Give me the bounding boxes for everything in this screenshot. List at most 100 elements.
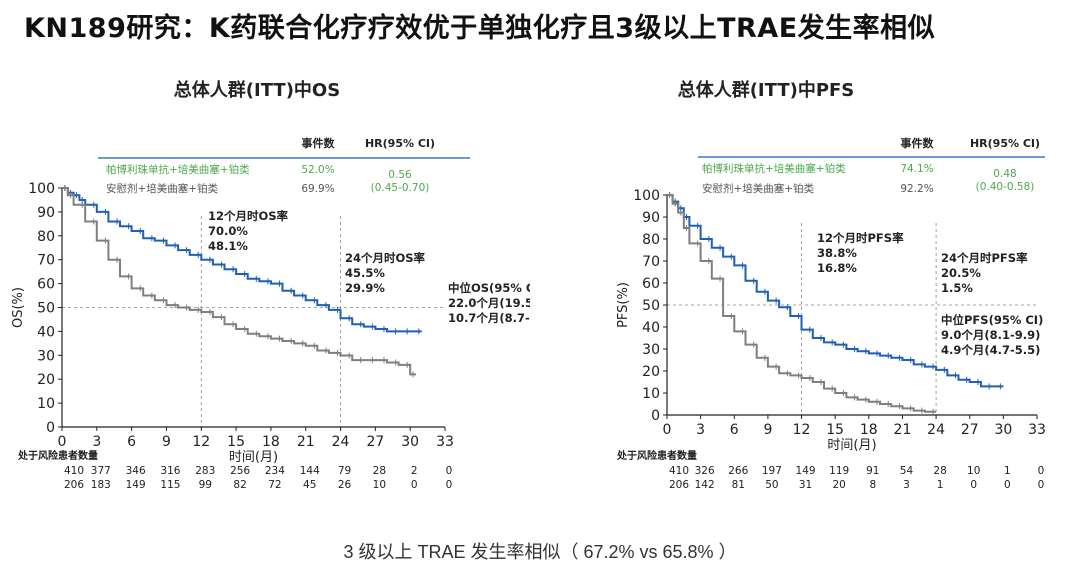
os-x-tick-label: 33: [436, 434, 454, 450]
os-risk-cell: 256: [230, 465, 250, 477]
pfs-y-tick-label: 60: [642, 276, 660, 292]
pfs-legend-series-1-name: 安慰剂+培美曲塞+铂类: [702, 182, 815, 195]
pfs-risk-cell: 10: [967, 465, 980, 477]
pfs-risk-cell: 8: [869, 479, 876, 491]
os-x-tick-label: 24: [332, 434, 350, 450]
os-risk-cell: 45: [303, 479, 316, 491]
os-y-tick-label: 10: [37, 396, 55, 412]
pfs-y-tick-label: 50: [642, 298, 660, 314]
pfs-y-tick-label: 10: [642, 386, 660, 402]
os-km-chart: 事件数 HR(95% CI) 帕博利珠单抗+培美曲塞+铂类 52.0% 安慰剂+培美曲塞…: [11, 136, 530, 491]
pfs-risk-cell: 31: [799, 479, 812, 491]
pfs-risk-cell: 0: [1038, 465, 1045, 477]
pfs-hr-ci: (0.40-0.58): [976, 181, 1035, 193]
pfs-x-tick-label: 15: [826, 422, 844, 438]
pfs-x-tick-label: 27: [961, 422, 979, 438]
os-y-axis-label: OS(%): [11, 287, 26, 328]
pfs-annotation-2-line-0: 中位PFS(95% CI): [941, 313, 1043, 327]
os-x-tick-label: 27: [366, 434, 384, 450]
os-y-tick-label: 0: [46, 420, 55, 436]
footer-note: 3 级以上 TRAE 发生率相似（ 67.2% vs 65.8% ）: [343, 542, 737, 562]
os-risk-cell: 0: [411, 479, 418, 491]
pfs-y-tick-label: 20: [642, 364, 660, 380]
pfs-x-tick-label: 21: [894, 422, 912, 438]
pfs-x-tick-label: 12: [793, 422, 811, 438]
os-annotation-2-line-0: 中位OS(95% CI): [448, 281, 530, 295]
os-risk-cell: 183: [91, 479, 111, 491]
pfs-hr-value: 0.48: [993, 168, 1016, 180]
pfs-x-tick-label: 33: [1028, 422, 1046, 438]
os-risk-cell: 115: [160, 479, 180, 491]
os-legend-hr-header: HR(95% CI): [365, 137, 435, 150]
pfs-risk-cell: 3: [903, 479, 910, 491]
os-risk-cell: 28: [373, 465, 386, 477]
pfs-y-tick-label: 30: [642, 342, 660, 358]
os-x-tick-label: 15: [227, 434, 245, 450]
os-x-tick-label: 9: [162, 434, 171, 450]
pfs-risk-cell: 142: [695, 479, 715, 491]
pfs-risk-cell: 0: [1004, 479, 1011, 491]
os-risk-cell: 149: [126, 479, 146, 491]
os-x-tick-label: 12: [192, 434, 210, 450]
os-risk-cell: 82: [233, 479, 246, 491]
pfs-annotation-0-line-1: 38.8%: [817, 246, 857, 260]
os-risk-cell: 410: [64, 465, 84, 477]
os-y-tick-label: 70: [37, 253, 55, 269]
pfs-x-tick-label: 30: [994, 422, 1012, 438]
os-x-axis-label: 时间(月): [229, 450, 278, 465]
os-risk-cell: 377: [91, 465, 111, 477]
pfs-risk-cell: 326: [695, 465, 715, 477]
pfs-annotation-0-line-0: 12个月时PFS率: [817, 231, 904, 245]
page-title: KN189研究：K药联合化疗疗效优于单独化疗且3级以上TRAE发生率相似: [24, 13, 936, 44]
pfs-annotation-1-line-1: 20.5%: [941, 266, 981, 280]
os-y-tick-label: 30: [37, 348, 55, 364]
os-annotation-0-line-0: 12个月时OS率: [208, 209, 289, 223]
pfs-risk-cell: 20: [832, 479, 845, 491]
os-risk-cell: 234: [265, 465, 285, 477]
pfs-annotation-2-line-2: 4.9个月(4.7-5.5): [941, 343, 1040, 357]
os-x-tick-label: 0: [58, 434, 67, 450]
pfs-x-axis-label: 时间(月): [827, 438, 876, 453]
os-risk-cell: 26: [338, 479, 352, 491]
os-chart-title: 总体人群(ITT)中OS: [173, 80, 341, 101]
pfs-km-chart: 事件数 HR(95% CI) 帕博利珠单抗+培美曲塞+铂类 74.1% 安慰剂+培美曲塞…: [616, 136, 1046, 491]
pfs-risk-cell: 50: [765, 479, 778, 491]
pfs-x-tick-label: 0: [663, 422, 672, 438]
pfs-x-tick-label: 6: [730, 422, 739, 438]
os-risk-cell: 10: [373, 479, 386, 491]
os-legend-series-1-events: 69.9%: [301, 183, 334, 195]
os-annotation-0-line-2: 48.1%: [208, 239, 248, 253]
pfs-risk-cell: 1: [1004, 465, 1011, 477]
os-y-tick-label: 90: [37, 205, 55, 221]
pfs-legend-series-0-name: 帕博利珠单抗+培美曲塞+铂类: [702, 162, 846, 175]
os-risk-cell: 346: [126, 465, 146, 477]
pfs-risk-cell: 206: [669, 479, 689, 491]
pfs-legend-series-1-events: 92.2%: [900, 183, 933, 195]
pfs-risk-cell: 197: [762, 465, 782, 477]
os-x-tick-label: 6: [127, 434, 136, 450]
pfs-annotation-1-line-0: 24个月时PFS率: [941, 251, 1028, 265]
os-series-0-line: [62, 187, 422, 333]
os-legend-series-0-name: 帕博利珠单抗+培美曲塞+铂类: [106, 163, 250, 176]
os-annotation-2-line-2: 10.7个月(8.7-13.6): [448, 311, 530, 325]
os-risk-table-label: 处于风险患者数量: [17, 449, 98, 462]
pfs-y-tick-label: 100: [633, 188, 660, 204]
pfs-risk-cell: 119: [829, 465, 849, 477]
pfs-y-axis-label: PFS(%): [616, 282, 631, 328]
os-y-tick-label: 40: [37, 324, 55, 340]
pfs-annotation-1-line-2: 1.5%: [941, 281, 973, 295]
os-risk-cell: 2: [411, 465, 418, 477]
pfs-legend-events-header: 事件数: [901, 136, 935, 150]
pfs-risk-cell: 28: [933, 465, 946, 477]
pfs-x-tick-label: 24: [927, 422, 945, 438]
os-risk-cell: 79: [338, 465, 351, 477]
pfs-x-tick-label: 18: [860, 422, 878, 438]
os-legend-series-0-events: 52.0%: [301, 164, 334, 176]
os-legend-series-1-name: 安慰剂+培美曲塞+铂类: [106, 182, 219, 195]
os-legend-events-header: 事件数: [302, 136, 336, 150]
os-risk-cell: 206: [64, 479, 84, 491]
pfs-chart-title: 总体人群(ITT)中PFS: [677, 80, 855, 101]
pfs-series-0-line: [667, 194, 1004, 388]
os-x-tick-label: 21: [297, 434, 315, 450]
os-risk-cell: 72: [268, 479, 281, 491]
